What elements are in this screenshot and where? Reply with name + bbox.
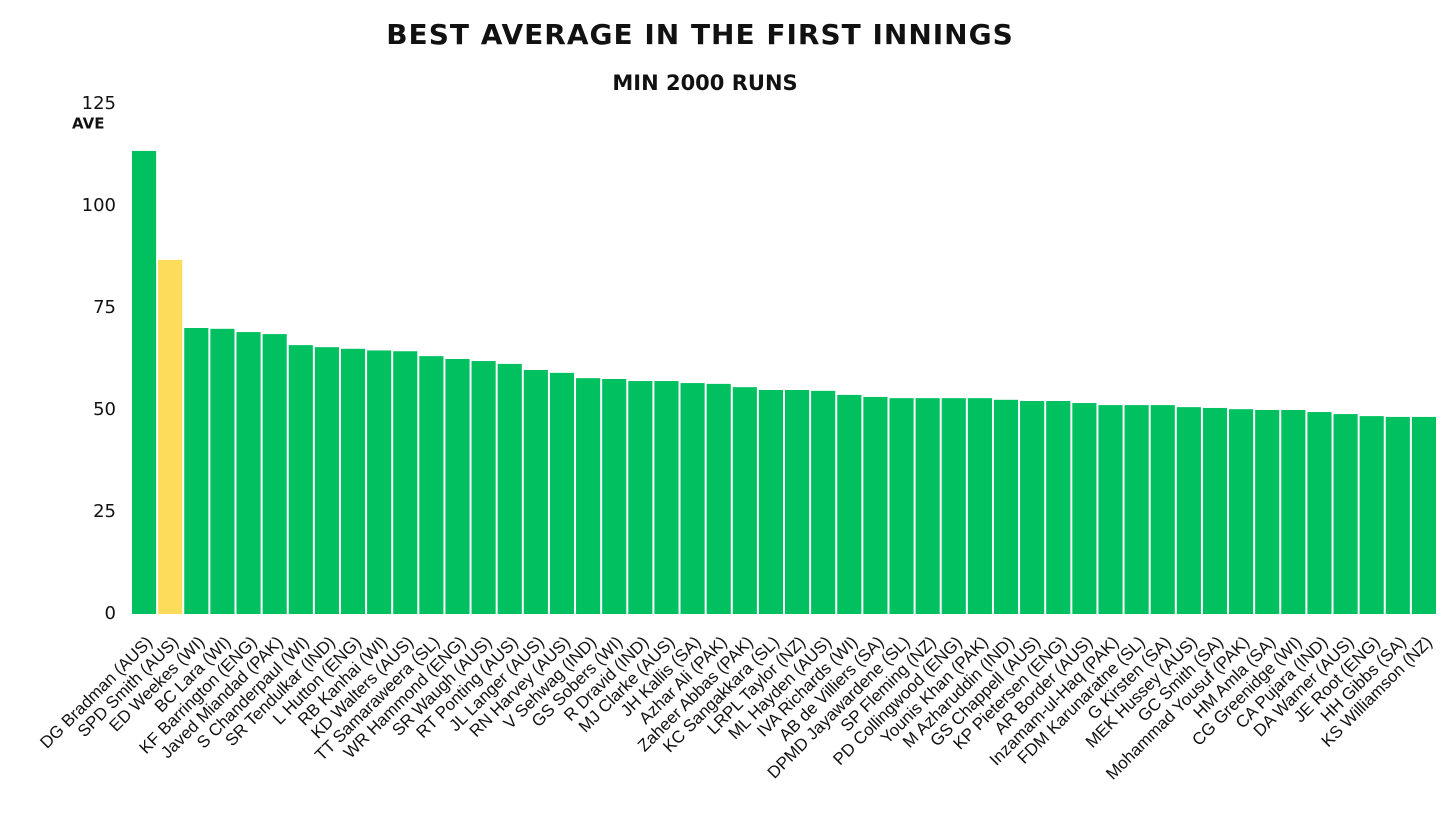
bar [863, 396, 888, 614]
bar [785, 390, 810, 614]
bar [184, 327, 209, 614]
bar [889, 398, 914, 614]
bar [367, 350, 392, 614]
bar [1098, 405, 1123, 614]
bar [549, 372, 575, 614]
bar [967, 398, 992, 614]
bar [1255, 410, 1280, 614]
bar [576, 378, 601, 614]
bar [419, 356, 444, 614]
bar [1046, 401, 1071, 614]
bar [471, 361, 496, 614]
bar [314, 347, 339, 614]
bar [393, 351, 418, 614]
y-tick-label: 125 [82, 93, 116, 114]
bar [837, 394, 862, 614]
bar [680, 383, 705, 614]
bar [1281, 410, 1306, 614]
bar [1150, 405, 1175, 614]
bar [1307, 412, 1332, 614]
bar [1124, 405, 1149, 614]
bar [1202, 407, 1228, 614]
bar [1333, 414, 1358, 614]
bar [915, 398, 940, 614]
bar [758, 390, 783, 614]
y-axis-label: AVE [72, 115, 104, 133]
y-tick-label: 75 [93, 297, 116, 318]
bar [445, 359, 470, 614]
bar [1385, 416, 1410, 614]
bar [523, 370, 548, 614]
bar [602, 378, 627, 614]
bar [1020, 401, 1045, 614]
bar [132, 150, 157, 615]
bar [236, 332, 261, 614]
bar [811, 390, 836, 614]
chart-title: BEST AVERAGE IN THE FIRST INNINGS [386, 18, 1014, 51]
bar [1229, 409, 1254, 614]
bar [262, 334, 287, 614]
bar [1411, 416, 1436, 614]
chart-subtitle: MIN 2000 RUNS [612, 71, 797, 95]
bar [941, 398, 966, 614]
bar [1176, 407, 1201, 614]
bar [1072, 403, 1097, 614]
bar [654, 381, 679, 614]
bar [288, 345, 313, 614]
bar [993, 399, 1019, 614]
bar [340, 348, 366, 614]
bar [497, 363, 522, 614]
bar [732, 387, 757, 614]
bar [1359, 416, 1384, 614]
bar [706, 383, 731, 614]
bar [210, 328, 235, 614]
y-tick-label: 50 [93, 399, 116, 420]
y-tick-label: 0 [105, 603, 116, 624]
bar [628, 381, 653, 614]
y-tick-label: 25 [93, 501, 116, 522]
bar [158, 259, 183, 614]
y-tick-label: 100 [82, 195, 116, 216]
